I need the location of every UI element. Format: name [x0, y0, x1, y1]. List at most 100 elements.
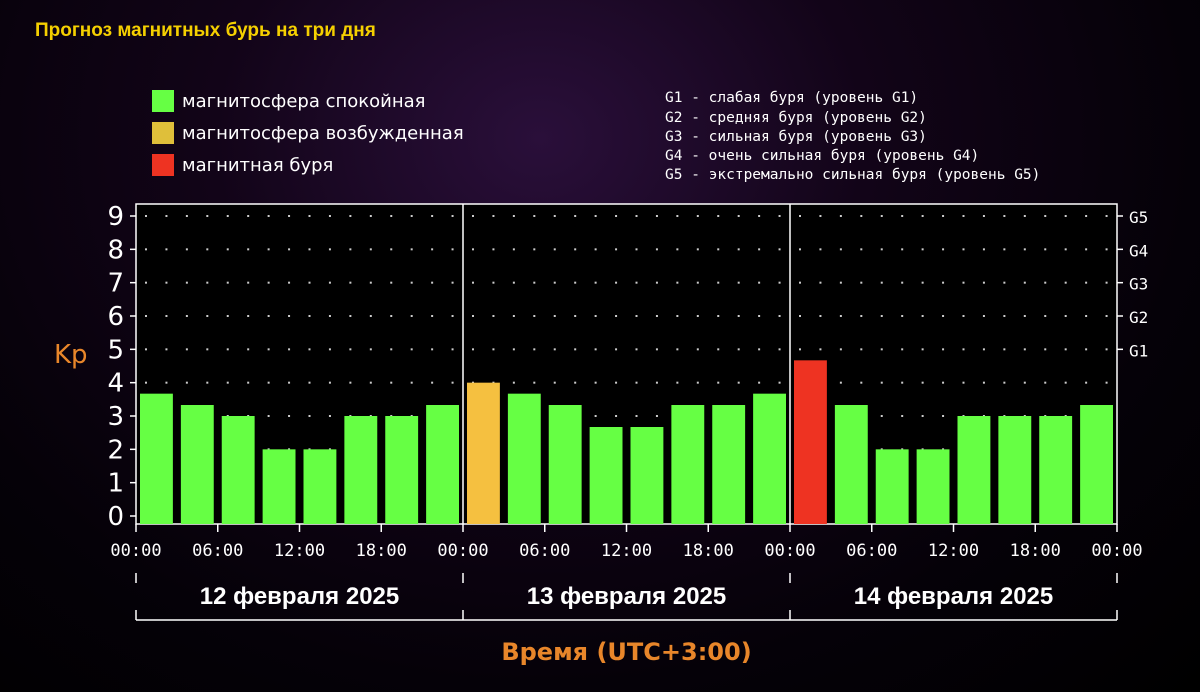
grid-dot: [676, 381, 679, 384]
grid-dot: [349, 315, 352, 317]
grid-dot: [533, 315, 536, 317]
kp-bar: [794, 360, 827, 524]
grid-dot: [799, 348, 801, 351]
grid-dot: [165, 248, 168, 251]
grid-dot: [594, 415, 597, 417]
grid-dot: [737, 248, 740, 251]
grid-dot: [431, 315, 434, 317]
grid-dot: [431, 281, 434, 284]
grid-dot: [839, 381, 842, 384]
grid-dot: [1085, 381, 1088, 384]
grid-dot: [369, 248, 372, 251]
g-level-g3: G3 - сильная буря (уровень G3): [665, 129, 927, 145]
grid-dot: [880, 381, 883, 384]
grid-dot: [819, 315, 822, 317]
grid-dot: [962, 215, 965, 217]
x-tick-label: 18:00: [683, 541, 734, 561]
grid-dot: [921, 281, 924, 284]
grid-dot: [472, 315, 474, 317]
grid-dot: [206, 248, 209, 251]
grid-dot: [880, 281, 883, 284]
grid-dot: [901, 281, 904, 284]
grid-dot: [165, 315, 168, 317]
grid-dot: [819, 281, 822, 284]
grid-dot: [308, 281, 311, 284]
grid-dot: [737, 215, 740, 217]
grid-dot: [226, 248, 229, 251]
kp-bar: [467, 382, 500, 524]
grid-dot: [308, 215, 311, 217]
grid-dot: [206, 348, 209, 351]
grid-dot: [1003, 381, 1006, 384]
kp-bar: [712, 405, 746, 524]
grid-dot: [717, 281, 720, 284]
grid-dot: [1064, 381, 1067, 384]
kp-bar: [1080, 405, 1113, 524]
grid-dot: [390, 348, 393, 351]
g-level-g5: G5 - экстремально сильная буря (уровень …: [665, 167, 1041, 183]
grid-dot: [717, 315, 720, 317]
kp-bar: [180, 405, 214, 524]
grid-dot: [778, 381, 781, 384]
x-tick-label: 06:00: [846, 541, 897, 561]
grid-dot: [145, 248, 147, 251]
grid-dot: [349, 215, 352, 217]
grid-dot: [921, 215, 924, 217]
grid-dot: [921, 248, 924, 251]
grid-dot: [696, 281, 699, 284]
grid-dot: [349, 348, 352, 351]
grid-dot: [472, 281, 474, 284]
kp-bar: [834, 405, 868, 524]
grid-dot: [492, 248, 495, 251]
grid-dot: [615, 415, 618, 417]
grid-dot: [758, 215, 761, 217]
kp-bar: [140, 393, 173, 524]
grid-dot: [778, 215, 781, 217]
grid-dot: [758, 381, 761, 384]
grid-dot: [1085, 315, 1088, 317]
grid-dot: [410, 281, 413, 284]
grid-dot: [369, 215, 372, 217]
grid-dot: [512, 315, 515, 317]
grid-dot: [921, 315, 924, 317]
grid-dot: [472, 248, 474, 251]
grid-dot: [267, 348, 270, 351]
kp-bar: [303, 449, 337, 524]
grid-dot: [1044, 281, 1047, 284]
grid-dot: [1105, 381, 1108, 384]
kp-bar: [548, 405, 582, 524]
g-tick-label: G2: [1129, 308, 1148, 327]
kp-bar: [630, 427, 664, 524]
x-tick-label: 18:00: [1010, 541, 1061, 561]
grid-dot: [819, 215, 822, 217]
grid-dot: [655, 415, 658, 417]
grid-dot: [247, 215, 250, 217]
grid-dot: [288, 381, 291, 384]
grid-dot: [165, 381, 168, 384]
y-tick-label: 4: [107, 369, 124, 399]
grid-dot: [1023, 248, 1026, 251]
grid-dot: [860, 315, 863, 317]
grid-dot: [737, 348, 740, 351]
legend-swatch-storm: [152, 154, 174, 176]
grid-dot: [615, 215, 618, 217]
grid-dot: [1105, 281, 1108, 284]
grid-dot: [942, 248, 945, 251]
grid-dot: [431, 248, 434, 251]
grid-dot: [288, 215, 291, 217]
grid-dot: [247, 315, 250, 317]
grid-dot: [247, 281, 250, 284]
grid-dot: [676, 315, 679, 317]
grid-dot: [839, 315, 842, 317]
grid-dot: [390, 381, 393, 384]
grid-dot: [901, 315, 904, 317]
grid-dot: [145, 315, 147, 317]
grid-dot: [165, 215, 168, 217]
g-tick-label: G4: [1129, 241, 1148, 260]
grid-dot: [451, 381, 454, 384]
grid-dot: [369, 281, 372, 284]
grid-dot: [1003, 215, 1006, 217]
grid-dot: [942, 381, 945, 384]
grid-dot: [1105, 348, 1108, 351]
grid-dot: [1085, 215, 1088, 217]
